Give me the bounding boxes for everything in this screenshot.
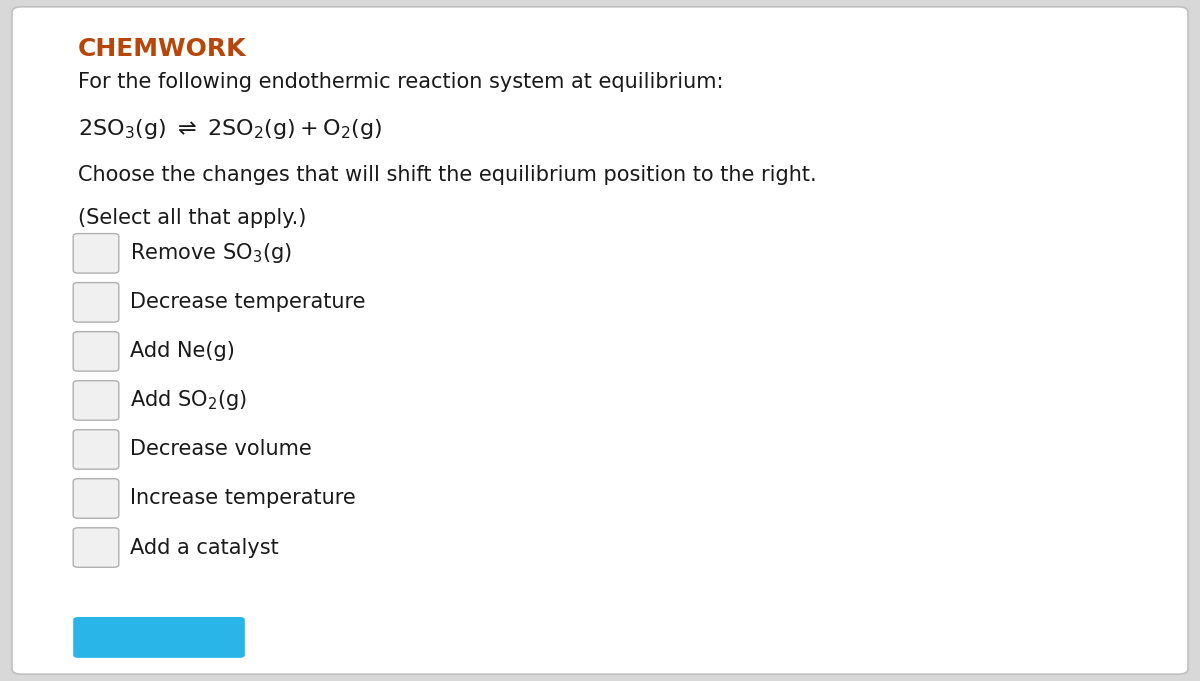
FancyBboxPatch shape [73, 430, 119, 469]
FancyBboxPatch shape [73, 479, 119, 518]
Text: (Select all that apply.): (Select all that apply.) [78, 208, 306, 227]
Text: Decrease volume: Decrease volume [130, 439, 311, 460]
Text: For the following endothermic reaction system at equilibrium:: For the following endothermic reaction s… [78, 72, 724, 91]
FancyBboxPatch shape [73, 528, 119, 567]
FancyBboxPatch shape [12, 7, 1188, 674]
Text: Add Ne(g): Add Ne(g) [130, 341, 234, 362]
FancyBboxPatch shape [73, 332, 119, 371]
Text: Increase temperature: Increase temperature [130, 488, 355, 509]
Text: Choose the changes that will shift the equilibrium position to the right.: Choose the changes that will shift the e… [78, 165, 817, 185]
Text: Remove $\mathsf{SO_3}$(g): Remove $\mathsf{SO_3}$(g) [130, 241, 292, 266]
Text: Add a catalyst: Add a catalyst [130, 537, 278, 558]
FancyBboxPatch shape [73, 381, 119, 420]
Text: $\mathsf{2SO_3(g)}$ $\rightleftharpoons$ $\mathsf{2SO_2(g) + O_2(g)}$: $\mathsf{2SO_3(g)}$ $\rightleftharpoons$… [78, 117, 383, 141]
Text: Decrease temperature: Decrease temperature [130, 292, 365, 313]
Text: Add $\mathsf{SO_2}$(g): Add $\mathsf{SO_2}$(g) [130, 388, 246, 413]
FancyBboxPatch shape [73, 283, 119, 322]
FancyBboxPatch shape [73, 234, 119, 273]
Text: CHEMWORK: CHEMWORK [78, 37, 246, 61]
FancyBboxPatch shape [73, 617, 245, 658]
